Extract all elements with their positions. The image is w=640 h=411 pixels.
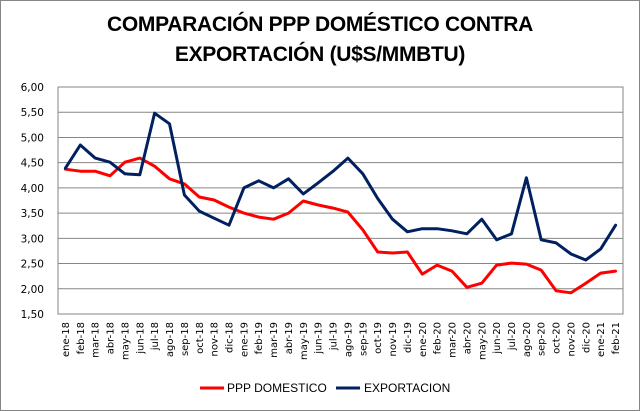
x-tick-label: nov-20 bbox=[566, 322, 577, 356]
y-tick-label: 2,50 bbox=[21, 259, 44, 271]
series-lines bbox=[63, 111, 618, 295]
x-tick-label: dic-18 bbox=[224, 322, 235, 353]
x-tick-label: may-20 bbox=[477, 322, 488, 360]
gridlines bbox=[58, 86, 623, 290]
x-tick-label: sep-18 bbox=[180, 322, 191, 356]
x-tick-label: feb-20 bbox=[433, 322, 444, 354]
chart-title-line-2: EXPORTACIÓN (U$S/MMBTU) bbox=[174, 43, 466, 66]
x-tick-label: feb-21 bbox=[611, 322, 622, 354]
x-tick-label: may-19 bbox=[299, 322, 310, 360]
x-tick-label: ene-20 bbox=[418, 322, 429, 357]
y-tick-label: 3,00 bbox=[21, 233, 44, 245]
legend-label: PPP DOMESTICO bbox=[227, 381, 327, 395]
x-tick-label: jun-18 bbox=[135, 322, 146, 355]
x-tick-label: jul-18 bbox=[150, 322, 161, 351]
x-tick-label: jun-19 bbox=[314, 322, 325, 355]
chart-title-line-1: COMPARACIÓN PPP DOMÉSTICO CONTRA bbox=[107, 13, 533, 36]
y-tick-label: 5,50 bbox=[21, 107, 44, 119]
x-tick-label: abr-18 bbox=[106, 322, 117, 354]
x-tick-label: oct-19 bbox=[373, 322, 384, 354]
y-tick-label: 6,00 bbox=[21, 82, 44, 94]
x-tick-label: oct-20 bbox=[552, 322, 563, 354]
x-tick-label: nov-19 bbox=[388, 322, 399, 356]
x-tick-label: mar-19 bbox=[269, 322, 280, 358]
y-tick-label: 2,00 bbox=[21, 284, 44, 296]
y-tick-label: 5,00 bbox=[21, 132, 44, 144]
x-tick-label: feb-18 bbox=[76, 322, 87, 354]
series-line-ppp-domestico bbox=[63, 156, 618, 295]
y-tick-label: 3,50 bbox=[21, 208, 44, 220]
x-tick-label: dic-20 bbox=[581, 322, 592, 353]
x-tick-label: jun-20 bbox=[492, 322, 503, 355]
x-tick-label: ago-18 bbox=[165, 322, 176, 357]
x-tick-label: ene-19 bbox=[239, 322, 250, 357]
plot-area bbox=[57, 86, 624, 315]
x-tick-label: ago-20 bbox=[522, 322, 533, 357]
x-tick-label: jul-19 bbox=[329, 322, 340, 351]
x-tick-label: abr-19 bbox=[284, 322, 295, 354]
x-tick-label: may-18 bbox=[120, 322, 131, 360]
x-tick-label: ago-19 bbox=[343, 322, 354, 357]
x-tick-label: oct-18 bbox=[195, 322, 206, 354]
x-tick-label: nov-18 bbox=[210, 322, 221, 356]
x-tick-label: dic-19 bbox=[403, 322, 414, 353]
x-tick-label: mar-20 bbox=[448, 322, 459, 358]
legend-label: EXPORTACION bbox=[364, 381, 450, 395]
x-tick-label: jul-20 bbox=[507, 322, 518, 351]
x-tick-label: sep-20 bbox=[537, 322, 548, 356]
x-tick-label: ene-21 bbox=[596, 322, 607, 357]
x-tick-label: feb-19 bbox=[254, 322, 265, 354]
x-tick-label: sep-19 bbox=[358, 322, 369, 356]
x-tick-label: mar-18 bbox=[91, 322, 102, 358]
y-axis: 1,50 2,00 2,50 3,00 3,50 4,00 4,50 5,00 5,50 6,00 bbox=[21, 82, 44, 321]
x-tick-label: ene-18 bbox=[61, 322, 72, 357]
y-tick-label: 4,00 bbox=[21, 183, 44, 195]
legend: PPP DOMESTICO EXPORTACION bbox=[200, 381, 450, 395]
series-line-exportacion bbox=[63, 111, 618, 262]
y-tick-label: 4,50 bbox=[21, 158, 44, 170]
x-axis: ene-18 feb-18 mar-18 abr-18 may-18 jun-18 jul-… bbox=[61, 322, 622, 360]
y-tick-label: 1,50 bbox=[21, 309, 44, 321]
x-tick-label: abr-20 bbox=[462, 322, 473, 354]
